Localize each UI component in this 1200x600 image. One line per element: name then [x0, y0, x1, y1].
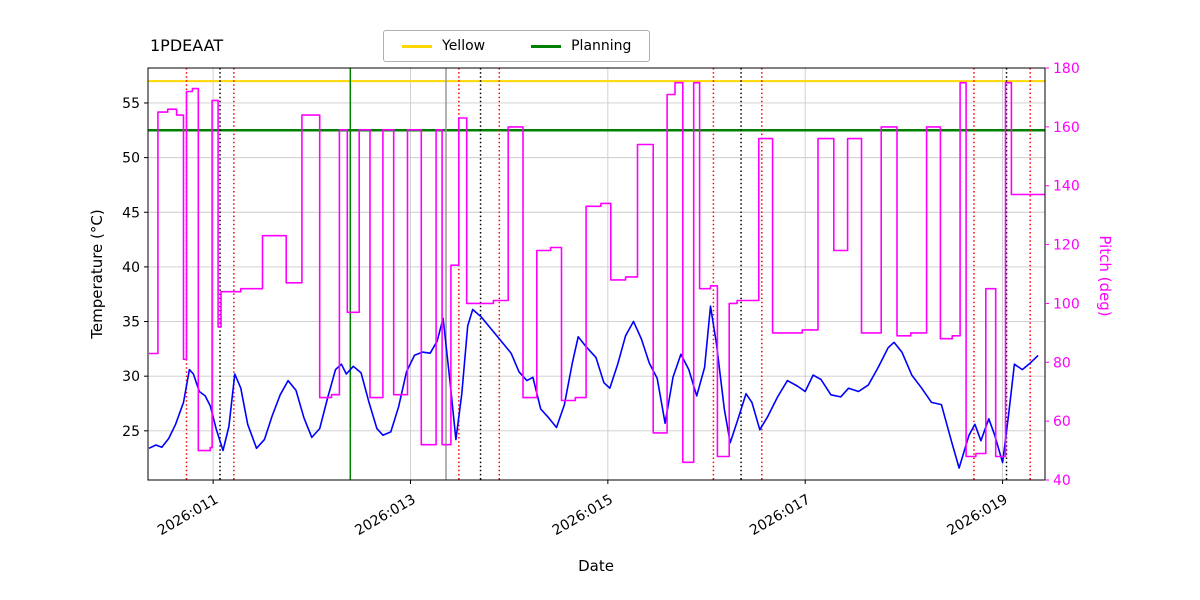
event-vlines — [185, 68, 1031, 480]
y-tick-right: 80 — [1053, 355, 1071, 371]
y-tick-left: 55 — [122, 96, 140, 112]
grid-lines — [148, 68, 1045, 480]
limit-lines — [148, 80, 1045, 132]
y-tick-right: 40 — [1053, 473, 1071, 489]
plot-border — [147, 67, 1046, 481]
y-tick-right: 180 — [1053, 61, 1080, 77]
x-tick-label: 2026:015 — [550, 492, 616, 539]
legend-entry-yellow: Yellow — [402, 38, 485, 54]
x-tick-label: 2026:013 — [352, 492, 418, 539]
legend: Yellow Planning — [383, 30, 651, 62]
yellow-limit-line-swatch — [402, 44, 432, 48]
x-tick-label: 2026:019 — [944, 492, 1010, 539]
legend-entry-planning: Planning — [531, 38, 631, 54]
y-tick-right: 120 — [1053, 238, 1080, 254]
y-tick-left: 30 — [122, 369, 140, 385]
axis-ticks-and-labels: 25 30 35 40 45 50 55 40 60 80 100 120 140 160 180 2026:… — [122, 61, 1080, 539]
legend-label-yellow: Yellow — [442, 38, 486, 54]
x-tick-label: 2026:017 — [747, 492, 813, 539]
y-tick-left: 45 — [122, 205, 140, 221]
y-tick-right: 160 — [1053, 120, 1080, 136]
y-tick-left: 35 — [122, 315, 140, 331]
chart-title: 1PDEAAT — [150, 36, 224, 55]
y-tick-right: 60 — [1053, 414, 1071, 430]
x-axis-label-date: Date — [578, 557, 614, 575]
data-series — [148, 81, 1045, 469]
y-tick-left: 25 — [122, 424, 140, 440]
y-tick-left: 50 — [122, 151, 140, 167]
temperature-line — [148, 305, 1039, 469]
legend-label-planning: Planning — [571, 38, 632, 54]
y-tick-right: 100 — [1053, 296, 1080, 312]
x-tick-label: 2026:011 — [155, 492, 221, 539]
y-tick-right: 140 — [1053, 179, 1080, 195]
pitch-line — [149, 81, 1045, 464]
planning-limit-line-swatch — [531, 44, 562, 48]
y-tick-left: 40 — [122, 260, 140, 276]
